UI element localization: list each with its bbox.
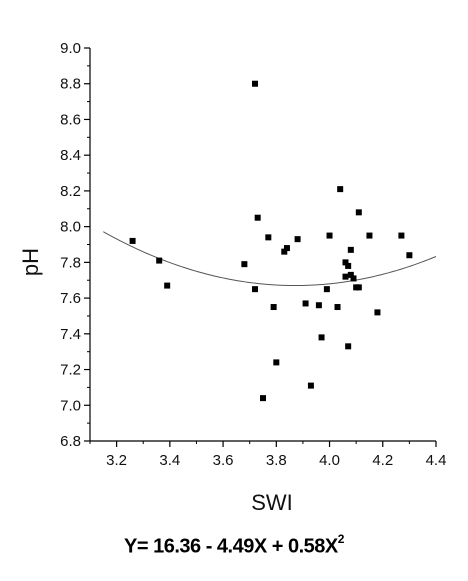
data-point	[265, 234, 272, 241]
data-point	[350, 275, 357, 282]
y-tick-label: 6.8	[60, 433, 81, 450]
x-tick-label: 4.0	[319, 452, 340, 469]
data-point	[294, 236, 301, 243]
data-point	[366, 232, 373, 239]
x-tick-label: 4.4	[426, 452, 447, 469]
data-point	[164, 282, 171, 289]
y-tick-label: 7.6	[60, 290, 81, 307]
data-point	[374, 309, 381, 316]
data-point	[323, 286, 330, 293]
data-point	[252, 80, 259, 87]
data-point	[260, 395, 266, 402]
data-point	[347, 271, 354, 278]
y-tick-label: 8.2	[60, 183, 81, 200]
data-point	[307, 382, 314, 389]
y-tick-label: 8.6	[60, 111, 81, 128]
data-point	[347, 246, 354, 253]
data-point	[252, 286, 259, 293]
data-point	[302, 300, 309, 307]
y-axis-label: pH	[18, 248, 43, 276]
x-tick-label: 3.6	[213, 452, 234, 469]
data-point	[281, 248, 288, 255]
y-tick-label: 7.0	[60, 397, 81, 414]
data-point	[326, 232, 333, 239]
regression-equation: Y= 16.36 - 4.49X + 0.58X2	[0, 532, 468, 559]
data-point	[129, 237, 136, 244]
data-point	[254, 214, 261, 221]
x-tick-label: 4.2	[372, 452, 393, 469]
data-point	[342, 259, 349, 266]
data-point	[355, 284, 362, 291]
data-point	[156, 257, 163, 264]
data-point	[345, 262, 352, 269]
x-tick-label: 3.2	[106, 452, 127, 469]
data-point	[241, 261, 248, 268]
y-tick-label: 7.4	[60, 326, 81, 343]
data-point	[318, 334, 325, 341]
data-point	[270, 304, 277, 311]
data-point	[337, 186, 344, 193]
equation-text: Y= 16.36 - 4.49X + 0.58X	[124, 535, 338, 558]
equation-exponent: 2	[337, 532, 345, 546]
y-tick-label: 9.0	[60, 40, 81, 57]
data-point	[406, 252, 413, 259]
x-tick-label: 3.8	[266, 452, 287, 469]
data-point	[345, 343, 352, 350]
y-tick-label: 8.0	[60, 219, 81, 236]
x-tick-label: 3.4	[159, 452, 180, 469]
data-point	[283, 245, 290, 252]
y-tick-label: 7.2	[60, 362, 81, 379]
data-point	[398, 232, 405, 239]
y-tick-label: 8.8	[60, 76, 81, 93]
data-point	[273, 359, 280, 366]
y-tick-label: 8.4	[60, 147, 81, 164]
x-axis-label: SWI	[251, 490, 293, 515]
data-point	[355, 209, 362, 216]
data-point	[334, 304, 341, 311]
data-point	[315, 302, 322, 309]
data-point	[342, 273, 349, 280]
y-tick-label: 7.8	[60, 254, 81, 271]
